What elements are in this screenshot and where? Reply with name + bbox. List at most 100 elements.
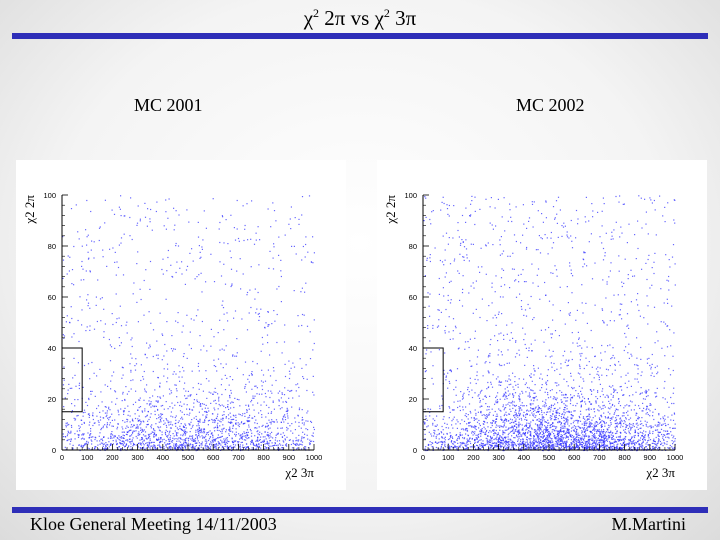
- data-point: [493, 445, 496, 447]
- data-point: [471, 430, 473, 433]
- data-point: [465, 429, 467, 431]
- data-point: [449, 382, 451, 384]
- data-point: [536, 445, 538, 448]
- data-point: [130, 435, 132, 437]
- data-point: [168, 431, 171, 433]
- data-point: [159, 430, 161, 432]
- data-point: [121, 431, 123, 433]
- data-point: [564, 444, 566, 446]
- data-point: [602, 431, 604, 433]
- data-point: [468, 403, 471, 405]
- data-point: [565, 421, 567, 423]
- data-point: [286, 445, 288, 447]
- data-point: [655, 443, 657, 445]
- data-point: [569, 435, 572, 437]
- data-point: [647, 434, 649, 436]
- data-point: [265, 416, 267, 418]
- data-point: [512, 372, 514, 374]
- data-point: [623, 394, 625, 396]
- data-point: [662, 423, 664, 425]
- data-point: [170, 440, 172, 442]
- data-point: [248, 424, 250, 426]
- data-point: [499, 409, 501, 411]
- data-point: [481, 444, 483, 447]
- data-point: [78, 382, 81, 384]
- data-point: [511, 443, 513, 445]
- data-point: [110, 433, 113, 435]
- data-point: [642, 410, 644, 412]
- data-point: [85, 229, 87, 231]
- data-point: [258, 316, 261, 318]
- data-point: [127, 405, 129, 407]
- data-point: [165, 211, 167, 213]
- data-point: [526, 422, 528, 424]
- data-point: [495, 418, 497, 420]
- data-point: [241, 441, 243, 443]
- data-point: [487, 381, 489, 384]
- data-point: [636, 412, 638, 415]
- data-point: [106, 410, 108, 412]
- data-point: [474, 442, 476, 444]
- data-point: [251, 432, 253, 434]
- data-point: [590, 408, 592, 410]
- data-point: [193, 399, 195, 401]
- data-point: [281, 407, 283, 409]
- data-point: [199, 403, 201, 406]
- data-point: [120, 448, 122, 450]
- data-point: [210, 446, 212, 448]
- data-point: [62, 436, 65, 438]
- data-point: [108, 424, 111, 426]
- data-point: [484, 415, 486, 417]
- data-point: [516, 423, 518, 425]
- data-point: [649, 410, 651, 412]
- data-point: [579, 440, 581, 442]
- data-point: [307, 429, 309, 431]
- data-point: [663, 439, 665, 441]
- data-point: [132, 437, 134, 439]
- data-point: [465, 443, 467, 445]
- data-point: [262, 381, 264, 383]
- data-point: [88, 414, 91, 416]
- data-point: [313, 428, 315, 431]
- data-point: [267, 412, 269, 414]
- data-point: [481, 431, 483, 433]
- data-point: [274, 444, 276, 446]
- data-point: [67, 430, 69, 432]
- data-point: [627, 414, 629, 416]
- data-point: [94, 395, 96, 397]
- data-point: [174, 444, 176, 447]
- data-point: [191, 439, 193, 442]
- data-point: [501, 442, 503, 444]
- title-part: χ: [303, 6, 314, 30]
- data-point: [69, 256, 71, 258]
- data-point: [629, 417, 632, 419]
- data-point: [444, 352, 446, 354]
- data-point: [236, 448, 238, 450]
- data-point: [503, 436, 506, 438]
- data-point: [227, 421, 230, 423]
- data-point: [536, 436, 539, 438]
- data-point: [583, 444, 586, 447]
- data-point: [625, 423, 627, 426]
- data-point: [246, 410, 248, 412]
- data-point: [585, 435, 587, 437]
- data-point: [538, 436, 540, 438]
- data-point: [435, 446, 437, 449]
- data-point: [87, 447, 89, 449]
- data-point: [424, 423, 426, 425]
- data-point: [557, 443, 559, 445]
- data-point: [190, 347, 192, 350]
- data-point: [62, 334, 64, 336]
- data-point: [649, 404, 651, 406]
- data-point: [547, 424, 549, 427]
- data-point: [546, 446, 548, 448]
- data-point: [588, 415, 590, 417]
- data-point: [140, 442, 142, 444]
- data-point: [178, 445, 180, 447]
- data-point: [625, 418, 627, 420]
- data-point: [501, 419, 503, 421]
- data-point: [620, 385, 622, 388]
- data-point: [641, 423, 643, 425]
- data-point: [77, 399, 79, 401]
- data-point: [176, 390, 178, 392]
